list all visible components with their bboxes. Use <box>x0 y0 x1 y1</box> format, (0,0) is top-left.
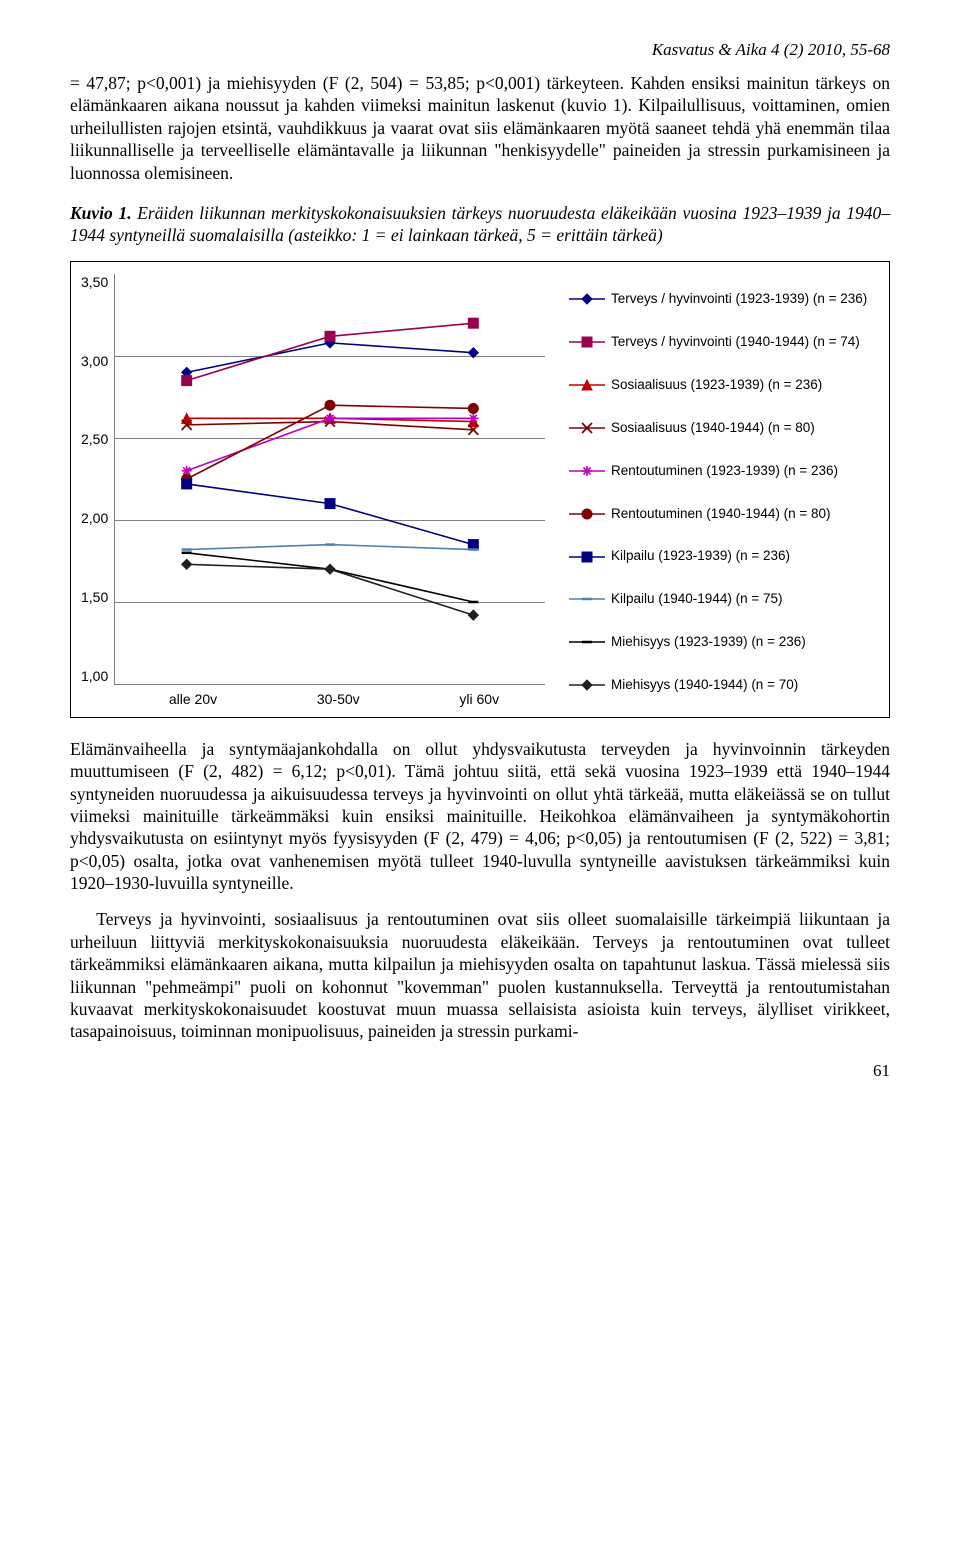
y-tick-label: 3,00 <box>81 353 108 369</box>
y-tick-label: 3,50 <box>81 274 108 290</box>
legend-item: Sosiaalisuus (1923-1939) (n = 236) <box>567 377 879 393</box>
x-tick-label: 30-50v <box>317 691 360 707</box>
chart-container: 3,50 3,00 2,50 2,00 1,50 1,00 alle 20v 30-50v y… <box>70 261 890 718</box>
legend-item: Rentoutuminen (1923-1939) (n = 236) <box>567 463 879 479</box>
caption-text: Eräiden liikunnan merkityskokonaisuuksie… <box>70 203 890 245</box>
legend-marker-icon <box>567 334 607 350</box>
chart-series-line <box>187 553 474 602</box>
page-number: 61 <box>70 1061 890 1081</box>
paragraph-2: Elämänvaiheella ja syntymäajankohdalla o… <box>70 738 890 895</box>
caption-lead: Kuvio 1. <box>70 203 132 223</box>
y-tick-label: 1,50 <box>81 589 108 605</box>
chart-series-line <box>187 484 474 545</box>
chart-marker <box>182 375 192 385</box>
legend-item: Rentoutuminen (1940-1944) (n = 80) <box>567 506 879 522</box>
chart-marker <box>325 498 335 508</box>
chart-marker <box>469 539 479 549</box>
legend-label: Kilpailu (1940-1944) (n = 75) <box>607 591 782 607</box>
journal-reference: Kasvatus & Aika 4 (2) 2010, 55-68 <box>70 40 890 60</box>
legend-item: Terveys / hyvinvointi (1940-1944) (n = 7… <box>567 334 879 350</box>
legend-label: Kilpailu (1923-1939) (n = 236) <box>607 548 790 564</box>
legend-label: Sosiaalisuus (1923-1939) (n = 236) <box>607 377 822 393</box>
y-tick-label: 1,00 <box>81 668 108 684</box>
chart-marker <box>469 413 479 423</box>
x-axis: alle 20v 30-50v yli 60v <box>119 691 549 707</box>
chart-marker <box>469 610 479 620</box>
legend-label: Terveys / hyvinvointi (1923-1939) (n = 2… <box>607 291 867 307</box>
chart-marker <box>469 403 479 413</box>
legend-label: Terveys / hyvinvointi (1940-1944) (n = 7… <box>607 334 860 350</box>
legend-label: Sosiaalisuus (1940-1944) (n = 80) <box>607 420 815 436</box>
chart-marker <box>325 400 335 410</box>
legend-marker-icon <box>567 420 607 436</box>
chart-marker <box>325 413 335 423</box>
chart-marker <box>182 479 192 489</box>
legend-marker-icon <box>567 591 607 607</box>
chart-marker <box>182 559 192 569</box>
legend-marker-icon <box>567 506 607 522</box>
legend-label: Miehisyys (1923-1939) (n = 236) <box>607 634 806 650</box>
chart-series-line <box>187 418 474 470</box>
legend-item: Kilpailu (1940-1944) (n = 75) <box>567 591 879 607</box>
legend-marker-icon <box>567 634 607 650</box>
legend-item: Kilpailu (1923-1939) (n = 236) <box>567 548 879 564</box>
x-tick-label: yli 60v <box>459 691 499 707</box>
legend-label: Rentoutuminen (1923-1939) (n = 236) <box>607 463 838 479</box>
y-axis: 3,50 3,00 2,50 2,00 1,50 1,00 <box>81 274 114 684</box>
y-tick-label: 2,00 <box>81 510 108 526</box>
legend-marker-icon <box>567 291 607 307</box>
legend-marker-icon <box>567 463 607 479</box>
legend-item: Miehisyys (1923-1939) (n = 236) <box>567 634 879 650</box>
legend-label: Rentoutuminen (1940-1944) (n = 80) <box>607 506 831 522</box>
legend-marker-icon <box>567 677 607 693</box>
legend-item: Sosiaalisuus (1940-1944) (n = 80) <box>567 420 879 436</box>
chart-marker <box>469 347 479 357</box>
paragraph-1: = 47,87; p<0,001) ja miehisyyden (F (2, … <box>70 72 890 184</box>
y-tick-label: 2,50 <box>81 431 108 447</box>
legend-marker-icon <box>567 377 607 393</box>
legend-item: Miehisyys (1940-1944) (n = 70) <box>567 677 879 693</box>
chart-marker <box>325 564 335 574</box>
chart-marker <box>325 331 335 341</box>
legend-marker-icon <box>567 549 607 565</box>
paragraph-3: Terveys ja hyvinvointi, sosiaalisuus ja … <box>70 908 890 1042</box>
legend-item: Terveys / hyvinvointi (1923-1939) (n = 2… <box>567 291 879 307</box>
legend-label: Miehisyys (1940-1944) (n = 70) <box>607 677 798 693</box>
chart-marker <box>469 318 479 328</box>
x-tick-label: alle 20v <box>169 691 217 707</box>
chart-legend: Terveys / hyvinvointi (1923-1939) (n = 2… <box>549 274 879 707</box>
figure-caption: Kuvio 1. Eräiden liikunnan merkityskokon… <box>70 202 890 247</box>
chart-plot-area <box>114 274 545 685</box>
